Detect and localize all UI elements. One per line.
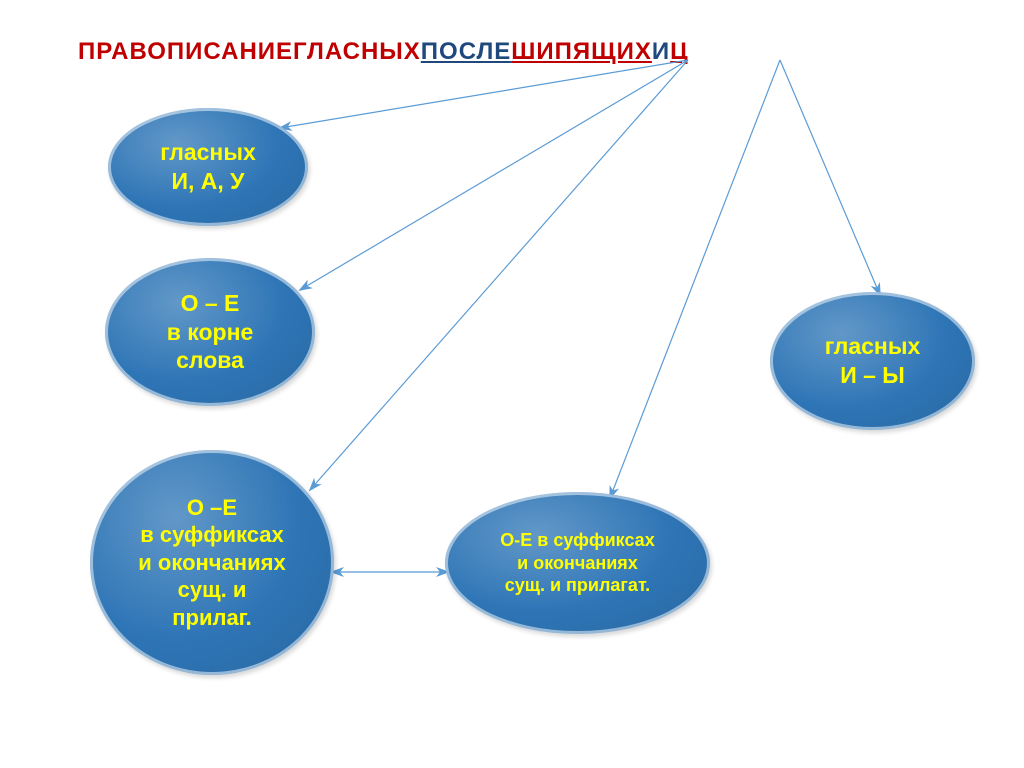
title-part: ШИПЯЩИХ (511, 38, 652, 66)
title-part: ГЛАСНЫХ (293, 38, 421, 66)
title-part: Ц (670, 38, 689, 66)
title-part: ПРАВОПИСАНИЕ (78, 38, 293, 66)
connector (610, 60, 780, 498)
bubble-b3: О –Е в суффиксах и окончаниях сущ. и при… (90, 450, 334, 675)
title-part: И (652, 38, 670, 66)
bubble-b1: гласных И, А, У (108, 108, 308, 226)
bubble-b5: гласных И – Ы (770, 292, 975, 430)
bubble-label: О – Е в корне слова (149, 281, 272, 383)
connector (780, 60, 880, 295)
connector (300, 60, 688, 290)
connector (280, 60, 688, 128)
page-title: ПРАВОПИСАНИЕ ГЛАСНЫХ ПОСЛЕ ШИПЯЩИХ И Ц (78, 38, 689, 66)
bubble-label: гласных И, А, У (142, 130, 274, 204)
bubble-b4: О-Е в суффиксах и окончаниях сущ. и прил… (445, 492, 710, 634)
bubble-label: гласных И – Ы (807, 324, 939, 398)
bubble-label: О –Е в суффиксах и окончаниях сущ. и при… (120, 486, 303, 640)
connector (310, 60, 688, 490)
bubble-b2: О – Е в корне слова (105, 258, 315, 406)
bubble-label: О-Е в суффиксах и окончаниях сущ. и прил… (482, 521, 672, 605)
title-part: ПОСЛЕ (421, 38, 512, 66)
